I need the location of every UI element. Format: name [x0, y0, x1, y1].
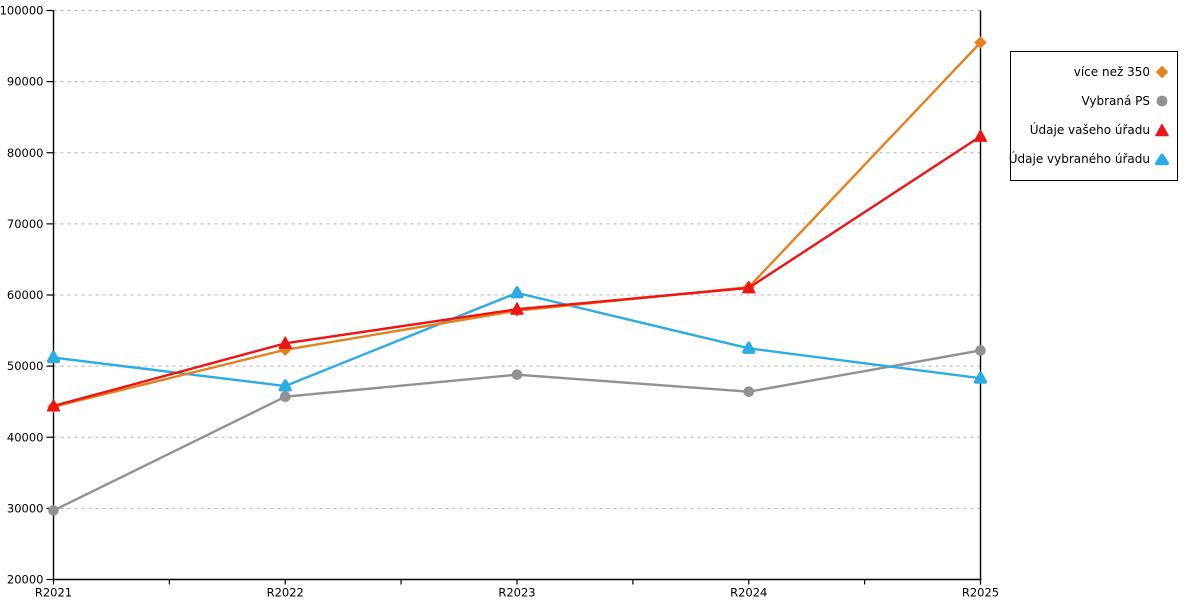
triangle-marker-icon: [1155, 153, 1169, 166]
triangle-marker-icon: [974, 371, 987, 384]
x-tick-label: R2023: [498, 586, 535, 600]
y-tick-label: 40000: [7, 430, 44, 444]
x-tick-label: R2022: [267, 586, 304, 600]
triangle-marker-icon: [278, 379, 292, 392]
circle-marker-icon: [743, 386, 755, 398]
circle-marker-icon: [48, 505, 59, 516]
circle-marker-icon: [511, 369, 523, 380]
legend-label: Údaje vašeho úřadu: [1029, 123, 1150, 137]
triangle-marker-icon: [1155, 123, 1169, 137]
triangle-marker-icon: [278, 336, 293, 349]
triangle-marker-icon: [510, 286, 524, 299]
y-tick-label: 20000: [7, 573, 44, 587]
legend-label: Vybraná PS: [1081, 94, 1150, 108]
legend-item: Vybraná PS: [1017, 90, 1169, 112]
y-tick-label: 30000: [7, 501, 44, 515]
x-tick-label: R2024: [730, 586, 767, 600]
x-tick-label: R2021: [35, 586, 72, 600]
series-line: [53, 135, 982, 408]
x-tick-label: R2025: [962, 586, 999, 600]
legend-item: více než 350: [1017, 61, 1169, 83]
circle-marker-icon: [975, 345, 986, 356]
triangle-marker-icon: [47, 350, 60, 364]
legend-item: Údaje vašeho úřadu: [1017, 119, 1169, 141]
triangle-marker-icon: [742, 341, 756, 354]
y-tick-label: 60000: [7, 288, 44, 302]
triangle-marker-icon: [510, 302, 524, 315]
y-tick-label: 100000: [0, 4, 44, 18]
series-line: [53, 41, 982, 408]
circle-marker-icon: [279, 391, 291, 403]
diamond-marker-icon: [1155, 65, 1169, 79]
triangle-marker-icon: [46, 398, 61, 412]
y-tick-label: 90000: [7, 75, 44, 89]
diamond-marker-icon: [974, 36, 987, 49]
legend-label: Údaje vybraného úřadu: [1008, 152, 1150, 166]
legend-item: Údaje vybraného úřadu: [1009, 148, 1169, 170]
circle-marker-icon: [1156, 95, 1168, 107]
y-tick-label: 80000: [7, 146, 44, 160]
legend: více než 350 Vybraná PS Údaje vašeho úřa…: [1009, 51, 1178, 181]
y-tick-label: 50000: [7, 359, 44, 373]
y-tick-label: 70000: [7, 217, 44, 231]
triangle-marker-icon: [741, 280, 756, 294]
legend-label: více než 350: [1073, 65, 1150, 79]
triangle-marker-icon: [973, 129, 988, 142]
